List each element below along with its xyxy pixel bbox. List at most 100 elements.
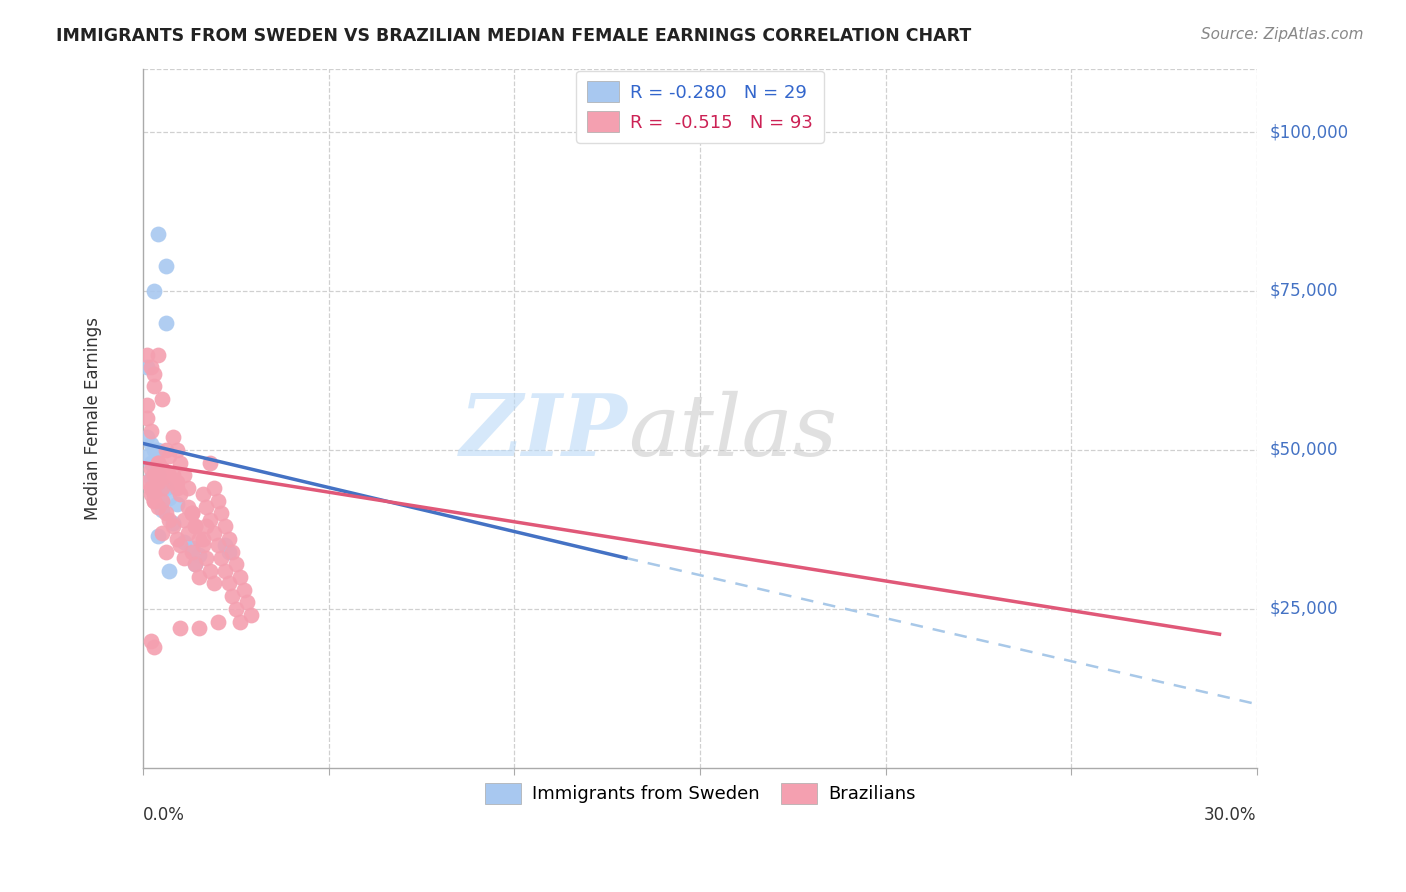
Point — [139, 487, 162, 501]
Point — [143, 493, 166, 508]
Point — [150, 525, 173, 540]
Point — [157, 564, 180, 578]
Point — [184, 558, 207, 572]
Point — [136, 430, 159, 444]
Point — [166, 442, 188, 457]
Point — [177, 525, 200, 540]
Point — [198, 513, 221, 527]
Point — [169, 621, 191, 635]
Point — [157, 468, 180, 483]
Point — [150, 462, 173, 476]
Point — [148, 442, 170, 457]
Point — [232, 582, 254, 597]
Point — [195, 500, 218, 514]
Point — [236, 595, 259, 609]
Point — [166, 475, 188, 489]
Point — [202, 576, 225, 591]
Point — [155, 259, 177, 273]
Point — [139, 456, 162, 470]
Point — [148, 227, 170, 241]
Point — [148, 500, 170, 514]
Point — [155, 544, 177, 558]
Point — [136, 475, 159, 489]
Point — [162, 516, 184, 530]
Text: 0.0%: 0.0% — [143, 806, 186, 824]
Point — [229, 570, 252, 584]
Point — [173, 513, 195, 527]
Point — [157, 491, 180, 505]
Point — [150, 478, 173, 492]
Point — [136, 347, 159, 361]
Point — [155, 468, 177, 483]
Point — [218, 532, 240, 546]
Point — [173, 535, 195, 549]
Point — [162, 468, 184, 483]
Point — [239, 608, 262, 623]
Point — [148, 456, 170, 470]
Point — [143, 640, 166, 654]
Point — [166, 497, 188, 511]
Point — [221, 589, 243, 603]
Point — [166, 532, 188, 546]
Point — [155, 442, 177, 457]
Point — [184, 558, 207, 572]
Point — [155, 507, 177, 521]
Point — [139, 481, 162, 495]
Point — [136, 360, 159, 375]
Point — [143, 468, 166, 483]
Text: $50,000: $50,000 — [1270, 441, 1339, 458]
Point — [177, 481, 200, 495]
Point — [150, 481, 173, 495]
Point — [150, 493, 173, 508]
Point — [139, 436, 162, 450]
Point — [221, 544, 243, 558]
Point — [166, 481, 188, 495]
Point — [207, 493, 229, 508]
Point — [191, 532, 214, 546]
Point — [136, 449, 159, 463]
Point — [139, 633, 162, 648]
Point — [209, 507, 232, 521]
Point — [207, 538, 229, 552]
Point — [225, 602, 247, 616]
Point — [150, 462, 173, 476]
Point — [148, 475, 170, 489]
Point — [209, 551, 232, 566]
Point — [143, 284, 166, 298]
Point — [195, 519, 218, 533]
Point — [218, 576, 240, 591]
Point — [143, 493, 166, 508]
Point — [139, 471, 162, 485]
Point — [169, 538, 191, 552]
Point — [225, 558, 247, 572]
Point — [180, 541, 202, 556]
Point — [139, 462, 162, 476]
Legend: Immigrants from Sweden, Brazilians: Immigrants from Sweden, Brazilians — [478, 776, 922, 811]
Point — [191, 538, 214, 552]
Point — [136, 398, 159, 412]
Point — [173, 468, 195, 483]
Point — [139, 360, 162, 375]
Point — [143, 379, 166, 393]
Text: $25,000: $25,000 — [1270, 599, 1339, 618]
Point — [191, 487, 214, 501]
Text: $75,000: $75,000 — [1270, 282, 1339, 300]
Point — [162, 475, 184, 489]
Text: 30.0%: 30.0% — [1204, 806, 1257, 824]
Text: IMMIGRANTS FROM SWEDEN VS BRAZILIAN MEDIAN FEMALE EARNINGS CORRELATION CHART: IMMIGRANTS FROM SWEDEN VS BRAZILIAN MEDI… — [56, 27, 972, 45]
Point — [150, 392, 173, 406]
Point — [214, 538, 236, 552]
Point — [157, 449, 180, 463]
Point — [188, 570, 211, 584]
Point — [162, 430, 184, 444]
Point — [188, 548, 211, 562]
Text: Source: ZipAtlas.com: Source: ZipAtlas.com — [1201, 27, 1364, 42]
Point — [157, 513, 180, 527]
Text: atlas: atlas — [627, 391, 837, 474]
Point — [169, 487, 191, 501]
Point — [180, 507, 202, 521]
Point — [198, 564, 221, 578]
Point — [188, 621, 211, 635]
Point — [184, 519, 207, 533]
Point — [202, 481, 225, 495]
